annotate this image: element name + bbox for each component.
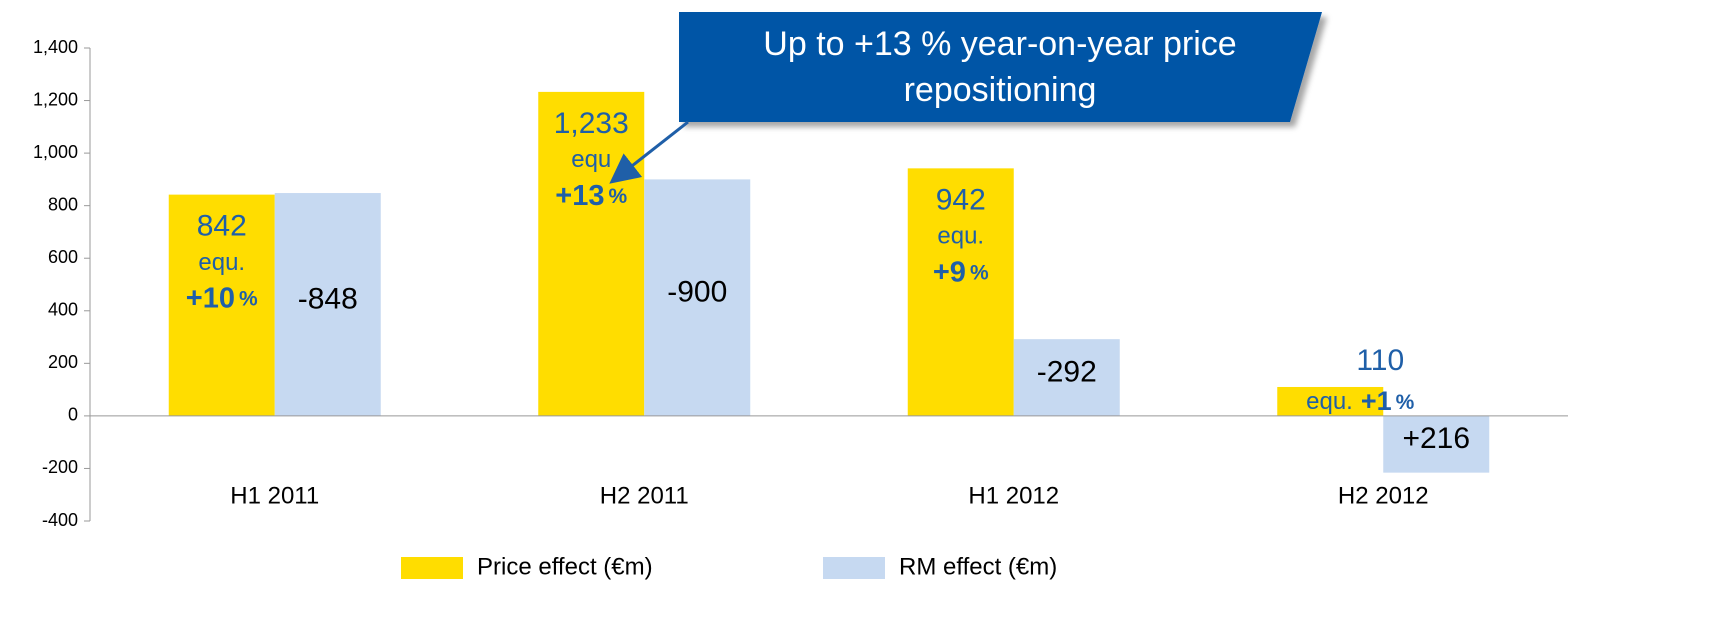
legend-swatch — [823, 557, 885, 579]
y-tick-label: 800 — [48, 194, 78, 214]
x-tick-label: H1 2011 — [230, 482, 319, 509]
y-tick-label: -200 — [42, 457, 78, 477]
note-change: +9% — [933, 256, 989, 288]
y-tick-label: 1,000 — [33, 142, 78, 162]
bar — [907, 168, 1014, 416]
legend-label: RM effect (€m) — [899, 553, 1057, 580]
y-tick-label: 200 — [48, 352, 78, 372]
x-tick-label: H2 2011 — [600, 482, 689, 509]
note-change-value: +9 — [933, 256, 966, 288]
value-label: 110 — [1356, 344, 1404, 377]
note-change-value: +13 — [555, 180, 604, 212]
bar — [1013, 339, 1120, 416]
y-tick-label: 0 — [68, 405, 78, 425]
value-label: 842 — [197, 210, 247, 243]
legend-swatch — [401, 557, 463, 579]
legend-label: Price effect (€m) — [477, 553, 653, 580]
note-unit: % — [1396, 391, 1415, 414]
x-tick-label: H2 2012 — [1338, 482, 1429, 509]
value-label: -900 — [667, 276, 727, 309]
bar — [644, 179, 751, 416]
callout-arrow — [609, 120, 689, 184]
value-label: -848 — [298, 282, 358, 315]
bar — [168, 194, 275, 416]
value-label: -292 — [1037, 355, 1097, 388]
bar — [1383, 415, 1490, 473]
y-tick-label: 1,400 — [33, 37, 78, 57]
y-tick-label: 400 — [48, 300, 78, 320]
bar — [538, 91, 645, 416]
note-unit: % — [970, 261, 989, 284]
bar — [274, 193, 381, 416]
note-change-value: +10 — [186, 282, 235, 314]
note-change-value: +1 — [1361, 386, 1392, 416]
callout-text: repositioning — [904, 71, 1097, 109]
note-change: +10% — [186, 282, 258, 314]
value-label: 942 — [936, 183, 986, 216]
note-prefix: equ. — [198, 249, 245, 276]
bar — [1277, 386, 1384, 416]
y-tick-label: 1,200 — [33, 89, 78, 109]
y-tick-label: 600 — [48, 247, 78, 267]
y-tick-label: -400 — [42, 510, 78, 530]
note-prefix: equ — [571, 146, 611, 173]
note: equ. +1% — [1306, 386, 1415, 416]
value-label: 1,233 — [554, 107, 629, 140]
x-tick-label: H1 2012 — [968, 482, 1059, 509]
note-change: +13% — [555, 180, 627, 212]
note-unit: % — [239, 287, 258, 310]
value-label: +216 — [1402, 422, 1470, 455]
callout-text: Up to +13 % year-on-year price — [763, 25, 1236, 63]
note-prefix: equ. — [1306, 388, 1353, 415]
callout-box — [679, 12, 1322, 122]
note-unit: % — [609, 184, 628, 207]
note-prefix: equ. — [937, 223, 984, 250]
